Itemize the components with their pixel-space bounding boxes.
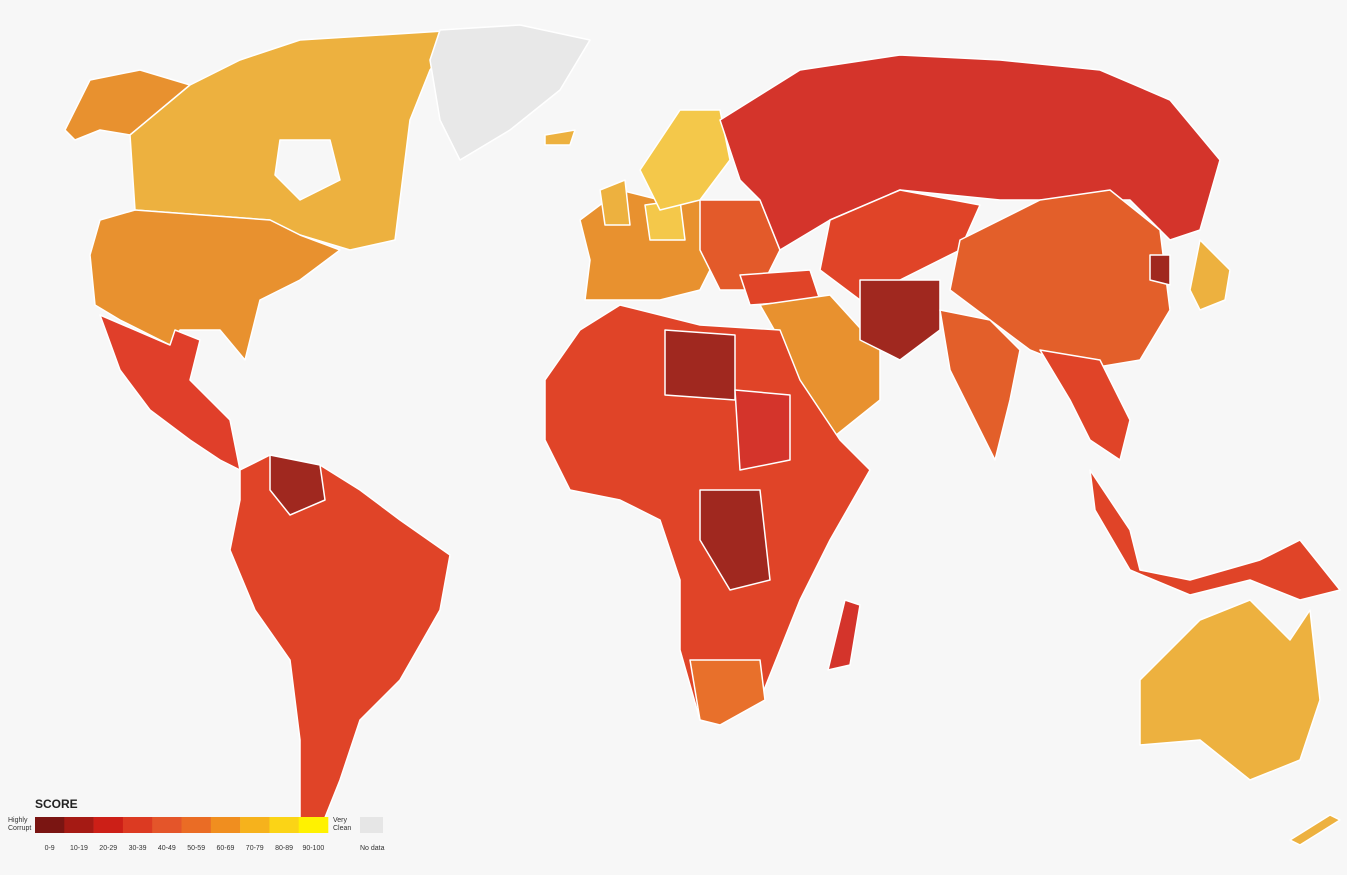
legend-end-label: Highly Corrupt — [8, 817, 31, 832]
legend-swatch — [64, 817, 94, 833]
venezuela — [269, 454, 326, 516]
madagascar — [827, 599, 861, 671]
usa — [89, 209, 341, 361]
australia — [1139, 599, 1321, 781]
legend-title: SCORE — [35, 797, 78, 811]
sudan — [734, 389, 791, 471]
mexico-central-america — [99, 314, 241, 471]
legend-swatch — [269, 817, 299, 833]
legend-swatch — [240, 817, 270, 833]
legend-bin-label: 30-39 — [129, 845, 147, 852]
countries — [64, 24, 1341, 846]
greenland — [429, 24, 591, 161]
iran-afghanistan — [859, 279, 941, 361]
legend-bin-label: 10-19 — [70, 845, 88, 852]
legend: SCORE 0-9 10-19 20-29 30-39 40-49 50-59 60-69 7… — [8, 797, 385, 852]
hudson-bay — [274, 139, 341, 201]
legend-swatch — [210, 817, 241, 833]
iceland — [544, 129, 576, 146]
legend-bin-label: 60-69 — [216, 845, 234, 852]
legend-swatch — [93, 817, 124, 833]
no-data-swatch — [360, 817, 383, 833]
southern-africa — [689, 659, 766, 726]
legend-swatch — [35, 817, 65, 833]
no-data-label: No data — [360, 845, 385, 852]
legend-bin-label: 70-79 — [246, 845, 264, 852]
legend-swatch — [298, 817, 329, 833]
southeast-asia — [1039, 349, 1131, 461]
legend-swatch — [122, 817, 153, 833]
uk — [599, 179, 631, 226]
japan — [1189, 239, 1231, 311]
russia — [719, 54, 1221, 251]
legend-swatch — [152, 817, 182, 833]
legend-swatch — [181, 817, 212, 833]
legend-bin-label: 80-89 — [275, 845, 293, 852]
scandinavia — [639, 109, 731, 211]
legend-bin-label: 50-59 — [187, 845, 205, 852]
legend-end-label: Very Clean — [333, 817, 351, 832]
congo — [699, 489, 771, 591]
south-america — [229, 454, 451, 831]
china — [949, 189, 1171, 371]
central-asia — [819, 189, 981, 301]
legend-bin-label: 40-49 — [158, 845, 176, 852]
legend-bin-label: 90-100 — [302, 845, 324, 852]
new-zealand — [1289, 814, 1341, 846]
indonesia — [1089, 469, 1341, 601]
legend-bin-label: 20-29 — [99, 845, 117, 852]
legend-bin-label: 0-9 — [45, 845, 55, 852]
india — [939, 309, 1021, 461]
libya — [664, 329, 736, 401]
korea — [1149, 254, 1171, 286]
